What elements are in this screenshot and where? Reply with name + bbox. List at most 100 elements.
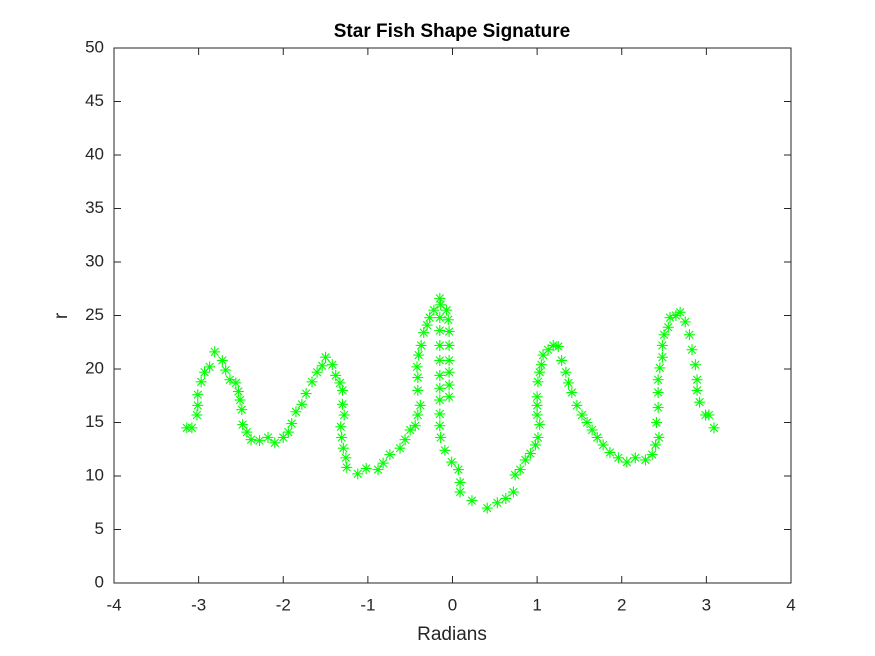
marker-stroke	[331, 371, 340, 380]
point	[443, 366, 455, 378]
marker-stroke	[231, 378, 241, 388]
point	[653, 431, 665, 443]
point	[434, 394, 446, 406]
x-axis-label: Radians	[417, 624, 487, 645]
marker-stroke	[419, 328, 428, 337]
point	[195, 376, 207, 388]
point	[269, 437, 281, 449]
point	[597, 439, 609, 451]
point	[413, 349, 425, 361]
marker-stroke	[385, 450, 395, 459]
marker-stroke	[655, 363, 665, 373]
point	[686, 344, 698, 356]
point	[320, 351, 332, 363]
marker-stroke	[337, 433, 346, 442]
point	[679, 316, 691, 328]
marker-stroke	[235, 395, 245, 405]
x-tick-label: 1	[532, 595, 541, 614]
point	[689, 359, 701, 371]
point	[286, 418, 298, 430]
point	[336, 384, 348, 396]
marker-stroke	[270, 438, 280, 448]
point	[241, 426, 253, 438]
point	[639, 454, 651, 466]
marker-stroke	[312, 367, 322, 377]
y-tick-label: 20	[85, 358, 104, 377]
point	[529, 439, 541, 451]
point	[186, 422, 198, 434]
marker-stroke	[297, 400, 307, 409]
point	[703, 409, 715, 421]
point	[566, 387, 578, 399]
marker-stroke	[444, 327, 454, 336]
point	[336, 431, 348, 443]
point	[209, 346, 221, 358]
marker-stroke	[225, 375, 235, 384]
point	[441, 304, 453, 316]
marker-stroke	[444, 356, 454, 365]
point	[192, 389, 204, 401]
point	[654, 362, 666, 374]
point	[409, 420, 421, 432]
marker-stroke	[205, 362, 214, 372]
point	[394, 442, 406, 454]
point	[224, 374, 236, 386]
point	[404, 424, 416, 436]
point	[535, 359, 547, 371]
marker-stroke	[675, 308, 685, 317]
marker-stroke	[435, 371, 445, 380]
marker-stroke	[533, 377, 543, 387]
marker-stroke	[653, 403, 663, 412]
point	[446, 456, 458, 468]
marker-stroke	[535, 420, 544, 429]
marker-stroke	[587, 425, 597, 435]
marker-stroke	[414, 350, 423, 360]
point	[434, 312, 446, 324]
marker-stroke	[442, 305, 451, 315]
marker-stroke	[263, 433, 273, 442]
point	[434, 408, 446, 420]
marker-stroke	[561, 367, 571, 377]
point	[591, 431, 603, 443]
point	[586, 424, 598, 436]
marker-stroke	[444, 341, 454, 350]
point	[532, 376, 544, 388]
marker-stroke	[691, 360, 700, 369]
point	[708, 422, 720, 434]
marker-stroke	[537, 360, 546, 369]
point	[547, 339, 559, 351]
point	[576, 409, 588, 421]
marker-stroke	[532, 410, 542, 420]
marker-stroke	[416, 341, 426, 350]
point	[652, 387, 664, 399]
marker-stroke	[614, 453, 623, 463]
point	[534, 419, 546, 431]
point	[245, 434, 257, 446]
point	[372, 464, 384, 476]
point	[234, 394, 246, 406]
point	[531, 391, 543, 403]
marker-stroke	[338, 386, 347, 395]
point	[571, 399, 583, 411]
marker-stroke	[246, 435, 256, 444]
marker-stroke	[543, 345, 553, 354]
point	[656, 339, 668, 351]
point	[434, 369, 446, 381]
point	[652, 374, 664, 386]
marker-stroke	[548, 341, 558, 350]
point	[434, 324, 446, 336]
marker-stroke	[454, 465, 463, 474]
point	[612, 452, 624, 464]
marker-stroke	[658, 352, 667, 362]
marker-stroke	[564, 378, 573, 388]
point	[650, 417, 662, 428]
marker-stroke	[238, 420, 247, 429]
point	[604, 446, 616, 458]
point	[454, 486, 466, 498]
marker-stroke	[287, 419, 296, 428]
y-tick-label: 45	[85, 91, 104, 110]
marker-stroke	[435, 421, 445, 430]
marker-stroke	[482, 503, 492, 513]
marker-stroke	[605, 448, 615, 457]
point	[434, 420, 446, 432]
